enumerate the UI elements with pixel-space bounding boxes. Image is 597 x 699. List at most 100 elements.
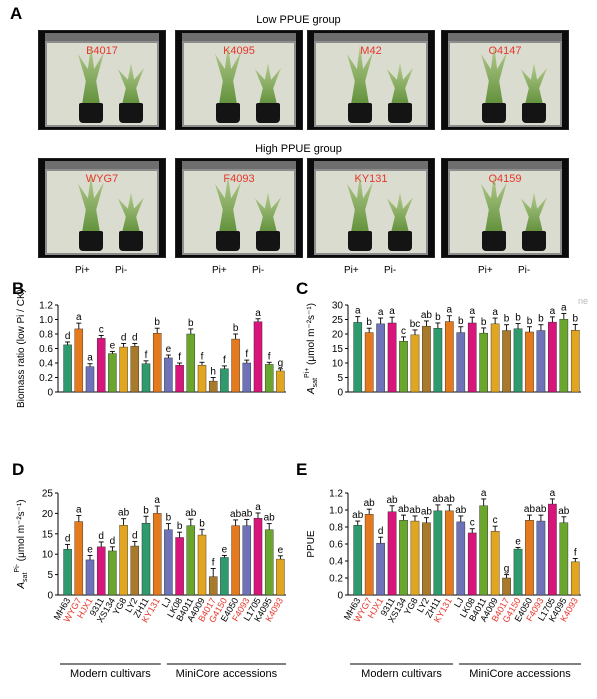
significance-letter: ab bbox=[444, 494, 456, 505]
y-tick-label: 25 bbox=[42, 489, 54, 500]
y-axis-label: Biomass ratio (low Pi / CK) bbox=[16, 289, 27, 408]
significance-letter: a bbox=[76, 312, 82, 323]
significance-letter: c bbox=[99, 324, 104, 335]
bar bbox=[467, 322, 477, 393]
bar bbox=[85, 366, 95, 393]
pot bbox=[348, 231, 372, 251]
significance-letter: b bbox=[233, 323, 239, 334]
bar bbox=[422, 522, 431, 596]
y-tick-label: 5 bbox=[47, 570, 53, 581]
significance-letter: b bbox=[366, 317, 372, 328]
bar bbox=[513, 548, 523, 596]
significance-letter: e bbox=[166, 344, 172, 355]
bar bbox=[456, 521, 466, 596]
x-tick-label: LJ bbox=[452, 596, 465, 609]
watermark: ne bbox=[578, 296, 589, 306]
significance-letter: bc bbox=[410, 319, 421, 330]
y-tick-label: 30 bbox=[332, 301, 344, 312]
significance-letter: b bbox=[504, 314, 510, 325]
significance-letter: b bbox=[143, 505, 149, 516]
bar bbox=[490, 323, 500, 393]
bar bbox=[96, 338, 106, 393]
accession-label: KY131 bbox=[354, 173, 388, 185]
y-tick-label: 25 bbox=[332, 315, 344, 326]
bar bbox=[570, 330, 580, 393]
significance-letter: b bbox=[177, 521, 183, 532]
significance-letter: b bbox=[435, 312, 441, 323]
group-label-modern: Modern cultivars bbox=[70, 668, 151, 680]
pot bbox=[388, 103, 412, 123]
lamp bbox=[314, 33, 428, 41]
significance-letter: f bbox=[223, 355, 226, 366]
bar bbox=[376, 323, 385, 393]
bar bbox=[548, 321, 557, 393]
accession-label: K4095 bbox=[223, 45, 255, 57]
significance-letter: a bbox=[389, 306, 395, 317]
bar bbox=[376, 542, 385, 596]
significance-letter: ab bbox=[118, 508, 130, 519]
pi-label: Pi- bbox=[384, 265, 397, 276]
pot bbox=[216, 231, 240, 251]
plant-photo: F4093 bbox=[175, 158, 303, 258]
bar bbox=[559, 319, 569, 393]
panel-letter-b: B bbox=[12, 279, 24, 298]
y-tick-label: 15 bbox=[332, 344, 344, 355]
bar bbox=[490, 531, 500, 596]
pot bbox=[79, 231, 103, 251]
bar bbox=[85, 559, 95, 596]
pot bbox=[256, 231, 280, 251]
bar bbox=[276, 370, 285, 393]
bar bbox=[445, 321, 454, 393]
significance-letter: h bbox=[210, 367, 216, 378]
bar bbox=[364, 332, 374, 393]
bar bbox=[220, 368, 229, 393]
significance-letter: g bbox=[504, 564, 510, 575]
significance-letter: a bbox=[447, 305, 453, 316]
significance-letter: e bbox=[110, 340, 116, 351]
significance-letter: b bbox=[458, 316, 464, 327]
significance-letter: ab bbox=[185, 508, 197, 519]
pot bbox=[348, 103, 372, 123]
bar bbox=[164, 529, 173, 596]
bar bbox=[130, 545, 140, 596]
accession-label: Q4159 bbox=[488, 173, 522, 185]
significance-letter: ab bbox=[432, 494, 444, 505]
significance-letter: a bbox=[255, 308, 261, 319]
accession-label: M42 bbox=[360, 45, 382, 57]
accession-label: WYG7 bbox=[85, 173, 119, 185]
pot bbox=[256, 103, 280, 123]
bar bbox=[399, 341, 408, 393]
significance-letter: a bbox=[492, 307, 498, 318]
bar bbox=[141, 522, 151, 596]
lamp bbox=[314, 161, 428, 169]
y-tick-label: 0.6 bbox=[329, 540, 343, 551]
significance-letter: d bbox=[65, 331, 71, 342]
y-tick-label: 20 bbox=[332, 330, 344, 341]
lamp bbox=[182, 161, 296, 169]
plant-photo: O4147 bbox=[441, 30, 569, 130]
significance-letter: ab bbox=[264, 513, 276, 524]
bar bbox=[220, 557, 229, 596]
significance-letter: ab bbox=[535, 504, 547, 515]
bar bbox=[536, 330, 546, 393]
panel-letter-d: D bbox=[12, 460, 24, 479]
bar bbox=[130, 346, 140, 393]
pi-label: Pi- bbox=[518, 265, 531, 276]
bar bbox=[253, 321, 263, 393]
significance-letter: ab bbox=[558, 506, 570, 517]
y-tick-label: 1.0 bbox=[329, 506, 343, 517]
bar bbox=[164, 357, 173, 393]
significance-letter: f bbox=[212, 557, 215, 568]
y-tick-label: 5 bbox=[337, 373, 343, 384]
plant-photo: KY131 bbox=[307, 158, 435, 258]
significance-letter: c bbox=[470, 518, 475, 529]
significance-letter: ab bbox=[398, 504, 410, 515]
pi-label: Pi- bbox=[252, 265, 265, 276]
pi-label: Pi+ bbox=[478, 265, 493, 276]
bar bbox=[141, 363, 151, 393]
significance-letter: a bbox=[469, 306, 475, 317]
significance-letter: f bbox=[178, 352, 181, 363]
bar bbox=[410, 334, 420, 393]
significance-letter: b bbox=[527, 316, 533, 327]
bar bbox=[175, 537, 184, 596]
